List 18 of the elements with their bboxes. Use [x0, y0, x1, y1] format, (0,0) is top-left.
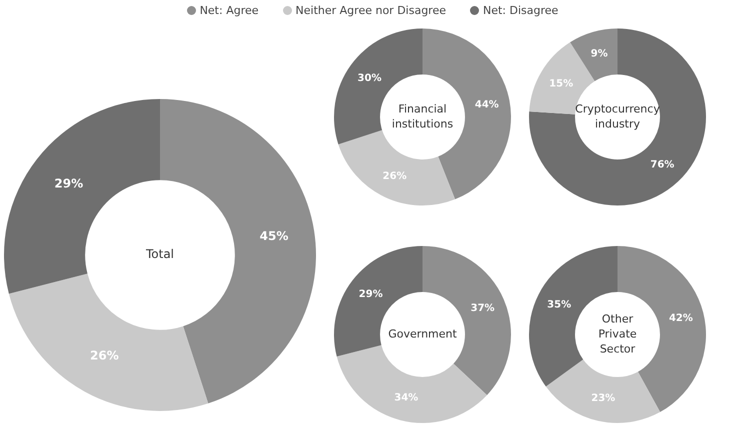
- data-label: 45%: [260, 229, 288, 244]
- data-label: 29%: [54, 176, 84, 190]
- text: Government: [388, 327, 458, 340]
- legend-label: Net: Agree: [198, 4, 259, 17]
- text: Cryptocurrency industry: [575, 102, 660, 130]
- legend-label: Net: Disagree: [482, 4, 558, 17]
- data-label: 44%: [474, 99, 499, 110]
- text: Total: [144, 247, 174, 262]
- text: Other Private Sector: [598, 312, 637, 356]
- data-label: 76%: [650, 159, 674, 170]
- data-label: 29%: [358, 288, 383, 300]
- data-label: 35%: [547, 299, 572, 310]
- data-label: 30%: [358, 73, 382, 84]
- text: Financial institutions: [392, 102, 454, 130]
- data-label: 9%: [590, 48, 608, 60]
- data-label: 37%: [470, 303, 495, 314]
- data-label: 42%: [668, 312, 693, 324]
- legend-label: Neither Agree nor Disagree: [294, 4, 446, 17]
